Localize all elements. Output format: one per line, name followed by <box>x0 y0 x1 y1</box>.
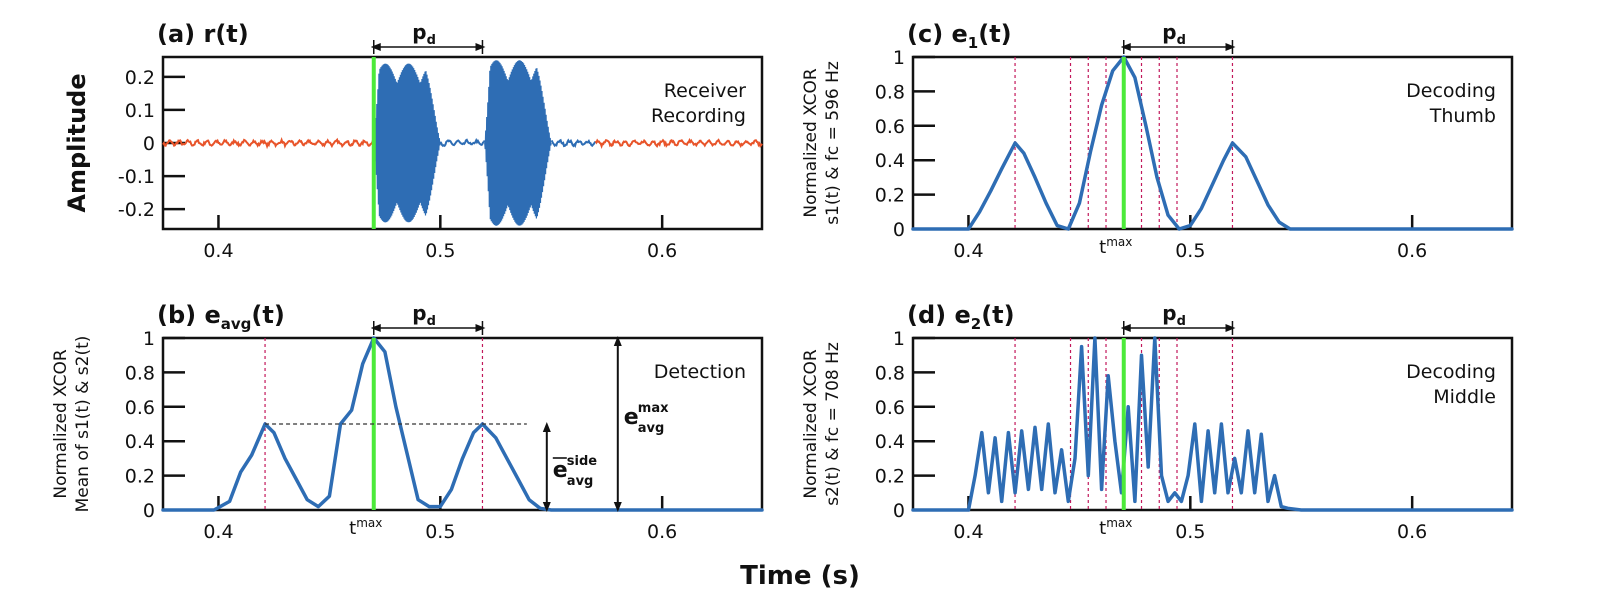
panel-b: 1 0.8 0.6 0.4 0.2 0 0.4 0.5 0.6 (b) eavg(t) Normal… <box>51 301 764 543</box>
panel-annotation: Receiver <box>664 80 746 102</box>
signal-segment-burst <box>373 63 441 223</box>
panel-annotation: Recording <box>651 105 746 127</box>
y-tick-label: 0.8 <box>875 362 905 384</box>
max-label-sup: max <box>638 401 669 416</box>
y-tick-label: 1 <box>143 328 155 350</box>
y-tick-label: 0 <box>893 500 905 522</box>
series-line <box>161 336 764 512</box>
pd-label: pd <box>412 301 436 329</box>
plot-frame <box>911 55 1514 231</box>
y-axis-label: Normalized XCOR <box>801 68 821 217</box>
max-label: e <box>624 405 639 430</box>
y-tick-label: 0.4 <box>875 431 905 453</box>
x-tick-label: 0.6 <box>647 240 677 262</box>
y-tick-label: 0 <box>143 500 155 522</box>
x-tick-label: 0.5 <box>425 521 455 543</box>
panel-d: 1 0.8 0.6 0.4 0.2 0 0.4 0.5 0.6 (d) e2(t) Normaliz… <box>801 301 1514 543</box>
plot-frame <box>911 336 1514 512</box>
signal-segment-tail <box>550 138 597 148</box>
y-axis-label: Normalized XCOR <box>51 349 71 498</box>
y-axis-label: Mean of s1(t) & s2(t) <box>73 336 93 513</box>
panel-annotation: Middle <box>1433 386 1496 408</box>
figure-xlabel: Time (s) <box>740 561 860 591</box>
panel-annotation: Decoding <box>1406 361 1496 383</box>
y-tick-label: 0.4 <box>125 431 155 453</box>
panel-title: (d) e2(t) <box>907 301 1015 333</box>
side-label: e <box>553 458 568 483</box>
y-tick-label: 0.1 <box>125 100 155 122</box>
panel-annotation: Thumb <box>1429 105 1496 127</box>
y-tick-label: 1 <box>893 328 905 350</box>
y-tick-label: 0.6 <box>875 116 905 138</box>
side-label-sub: avg <box>567 474 594 489</box>
y-tick-label: 0.2 <box>125 67 155 89</box>
tmax-label: tmax <box>1099 235 1132 258</box>
y-axis-label: s1(t) & fc = 596 Hz <box>823 61 843 225</box>
panel-annotation: Detection <box>654 361 746 383</box>
y-tick-label: 0.2 <box>125 466 155 488</box>
pd-label: pd <box>1162 20 1186 48</box>
tmax-label: tmax <box>349 516 382 539</box>
panel-title: (b) eavg(t) <box>157 301 285 333</box>
x-tick-label: 0.4 <box>953 521 983 543</box>
y-axis-label: Amplitude <box>63 73 91 212</box>
plot-frame <box>161 336 764 512</box>
y-tick-label: 0.8 <box>875 81 905 103</box>
y-tick-label: -0.1 <box>118 166 155 188</box>
y-tick-label: 0.6 <box>125 397 155 419</box>
x-tick-label: 0.6 <box>1397 240 1427 262</box>
y-tick-label: 0 <box>893 219 905 241</box>
y-tick-label: 0.2 <box>875 466 905 488</box>
x-tick-label: 0.5 <box>1175 240 1205 262</box>
side-label-sup: side <box>567 454 597 469</box>
signal-segment-noise <box>162 137 375 150</box>
series-line <box>911 336 1514 512</box>
panel-c: 1 0.8 0.6 0.4 0.2 0 0.4 0.5 0.6 (c) e1(t) Normaliz… <box>801 20 1514 262</box>
pd-label: pd <box>412 20 436 48</box>
y-tick-label: 0.2 <box>875 185 905 207</box>
x-tick-label: 0.4 <box>203 240 233 262</box>
signal-segment-gap <box>439 137 486 148</box>
series-line <box>911 55 1514 231</box>
x-tick-label: 0.6 <box>647 521 677 543</box>
x-tick-label: 0.5 <box>425 240 455 262</box>
y-axis-label: Normalized XCOR <box>801 349 821 498</box>
y-tick-label: 0 <box>143 133 155 155</box>
x-tick-label: 0.6 <box>1397 521 1427 543</box>
panel-title: (a) r(t) <box>157 20 249 48</box>
signal-segment-burst <box>484 60 552 226</box>
x-tick-label: 0.4 <box>953 240 983 262</box>
panel-title: (c) e1(t) <box>907 20 1012 52</box>
y-tick-label: -0.2 <box>118 199 155 221</box>
signal-segment-noise <box>594 137 763 149</box>
x-tick-label: 0.4 <box>203 521 233 543</box>
x-tick-label: 0.5 <box>1175 521 1205 543</box>
tmax-label: tmax <box>1099 516 1132 539</box>
pd-label: pd <box>1162 301 1186 329</box>
max-label-sub: avg <box>638 421 665 436</box>
y-tick-label: 0.4 <box>875 150 905 172</box>
y-axis-label: s2(t) & fc = 708 Hz <box>823 342 843 506</box>
panel-annotation: Decoding <box>1406 80 1496 102</box>
y-tick-label: 0.8 <box>125 362 155 384</box>
y-tick-label: 1 <box>893 47 905 69</box>
panel-a: 0.2 0.1 0 -0.1 -0.2 0.4 0.5 0.6 (a) r(t) Amplitud… <box>63 20 764 262</box>
y-tick-label: 0.6 <box>875 397 905 419</box>
